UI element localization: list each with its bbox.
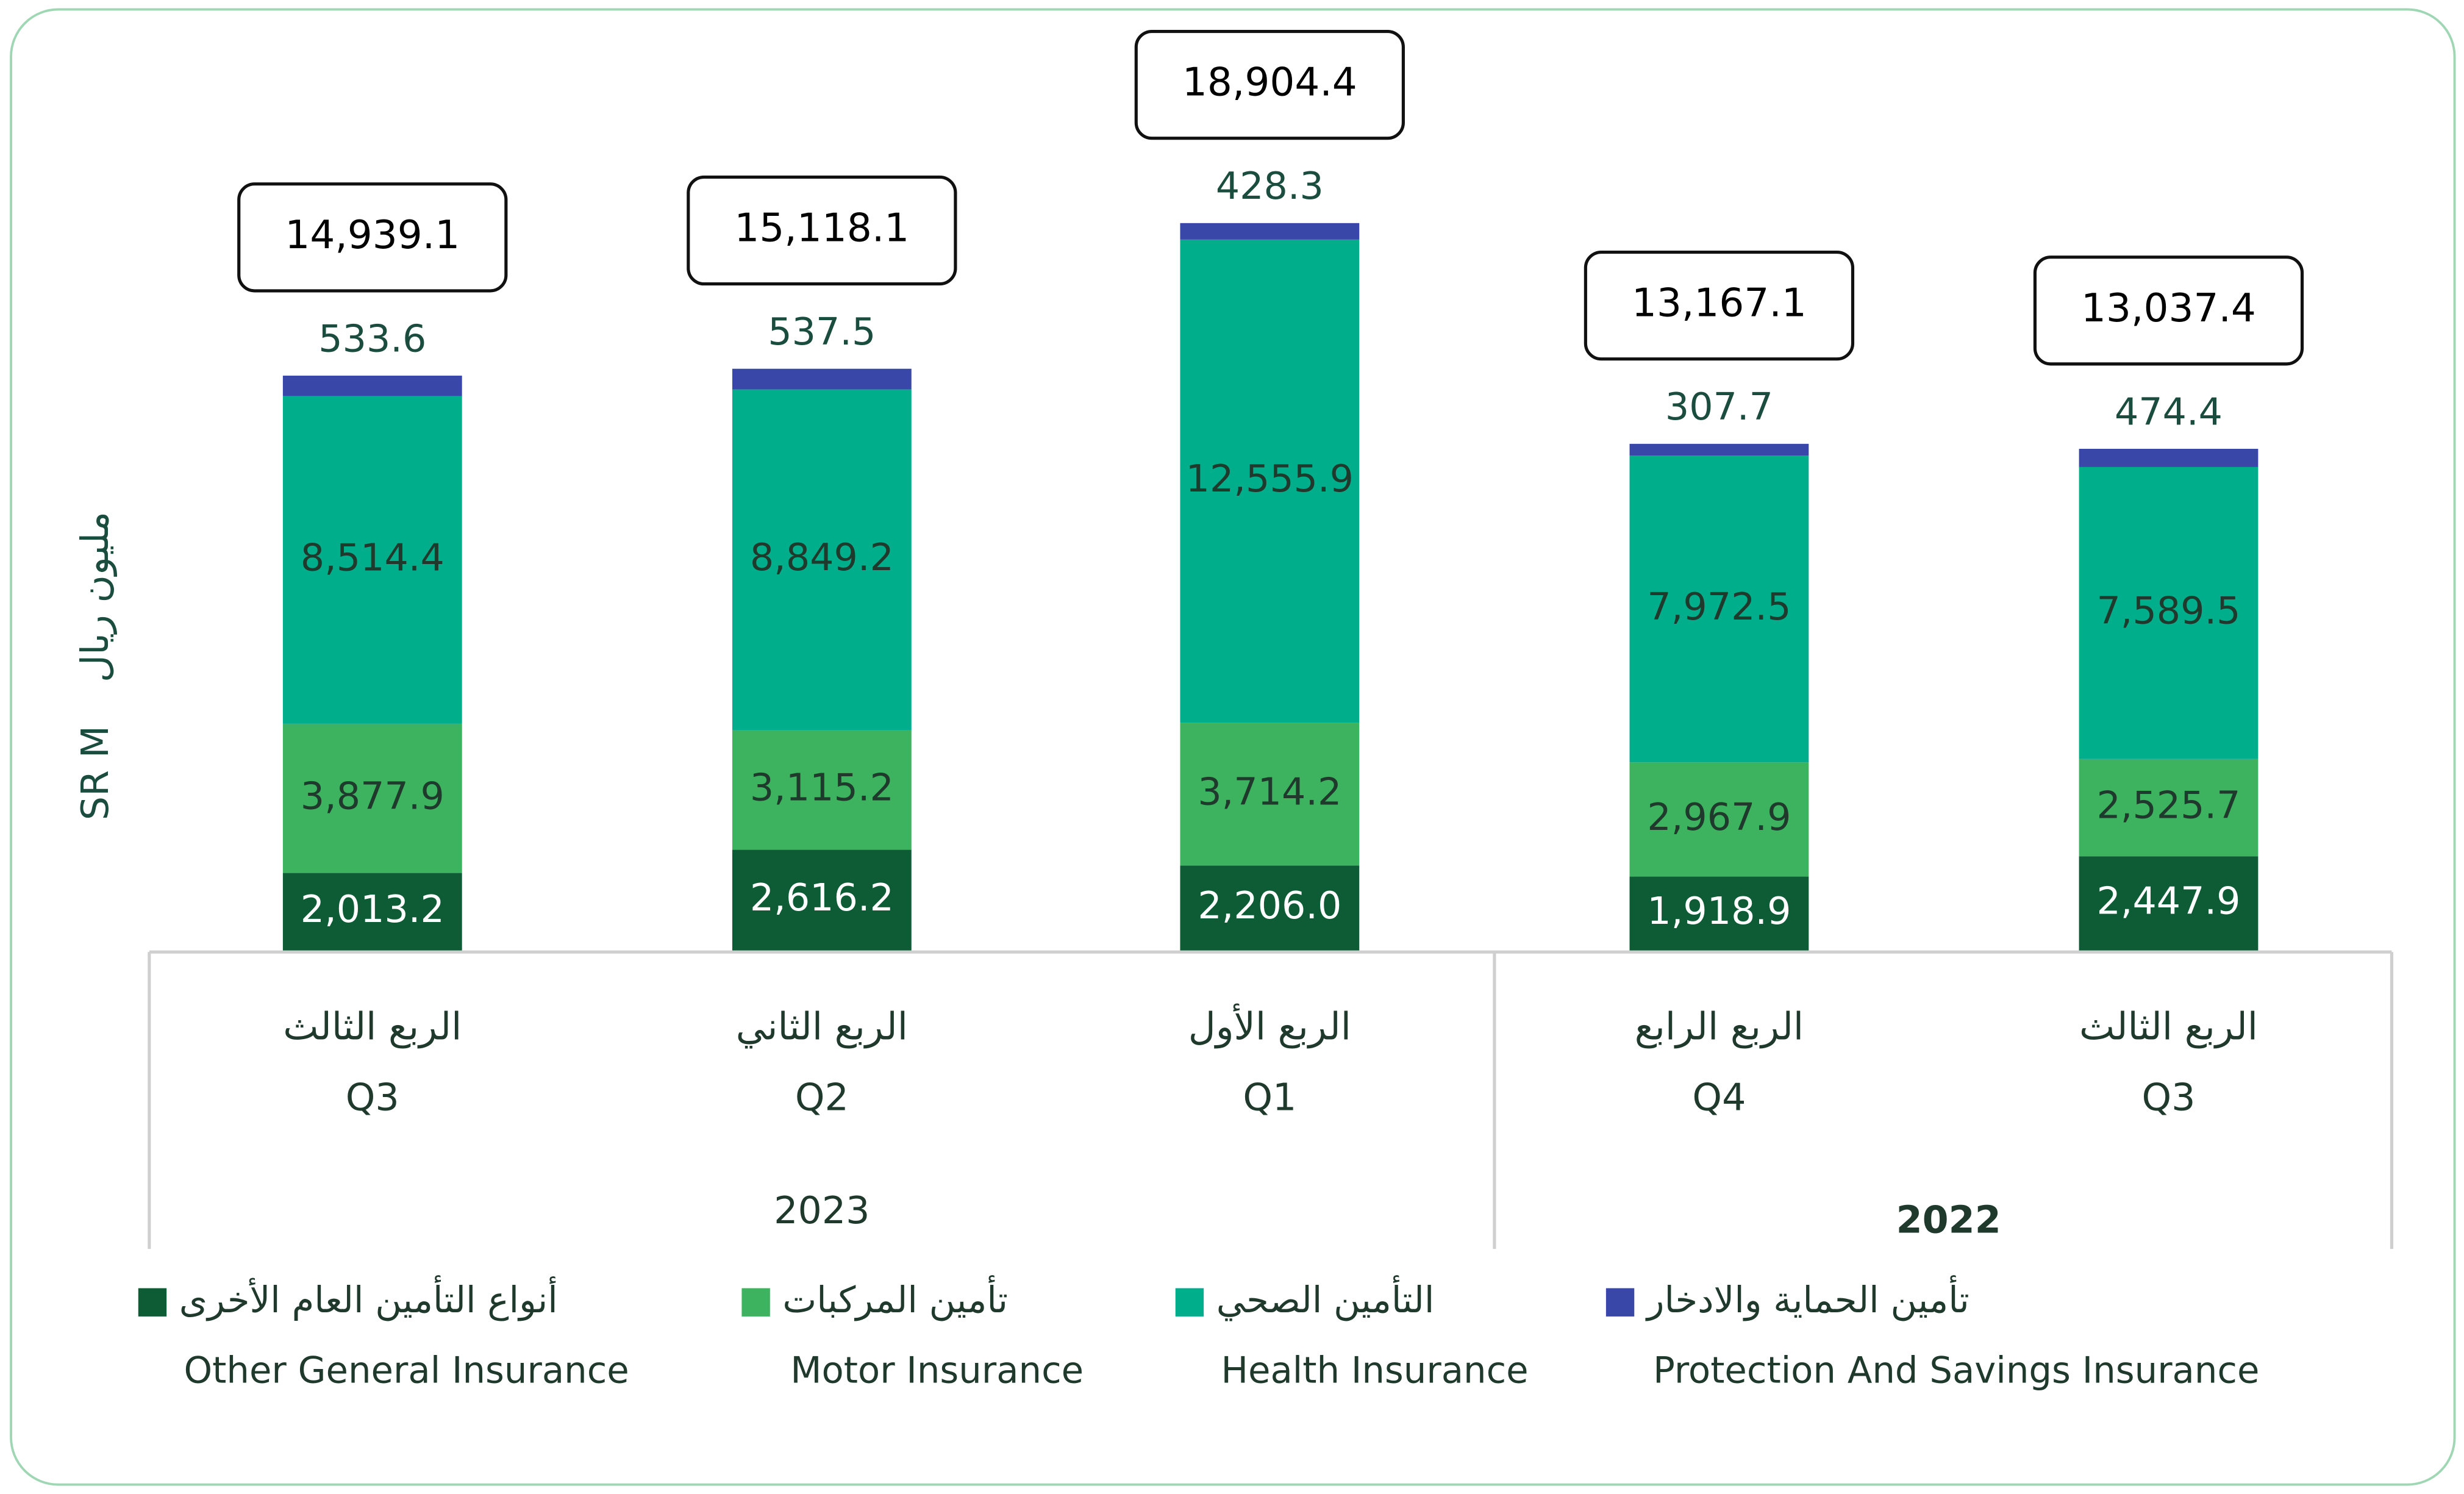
- x-tick-label: الربع الثاني: [736, 1005, 908, 1049]
- bar-segment: [1180, 723, 1360, 866]
- data-label: 8,849.2: [750, 535, 894, 579]
- total-label: 13,167.1: [1632, 281, 1807, 326]
- data-label: 2,616.2: [750, 876, 894, 920]
- bar-segment: [1180, 865, 1360, 951]
- x-tick-label: Q2: [795, 1075, 849, 1119]
- bar-segment: [282, 396, 462, 724]
- total-box: [237, 182, 508, 293]
- y-axis-label: SR M: [73, 726, 117, 820]
- total-box: [687, 175, 957, 286]
- x-tick-label: الربع الأول: [1188, 1003, 1351, 1049]
- bar-segment: [2079, 759, 2259, 857]
- legend-label: Protection And Savings Insurance: [1653, 1349, 2259, 1392]
- data-label: 307.7: [1665, 385, 1773, 429]
- total-box: [1134, 29, 1405, 140]
- x-tick-label: Q4: [1692, 1075, 1746, 1119]
- data-label: 474.4: [2115, 390, 2223, 434]
- legend-label: Motor Insurance: [790, 1349, 1084, 1392]
- data-label: 12,555.9: [1186, 457, 1354, 501]
- legend-label: تأمين الحماية والادخار: [1645, 1275, 1969, 1321]
- total-label: 18,904.4: [1182, 60, 1357, 105]
- data-label: 2,525.7: [2096, 784, 2240, 827]
- bar-segment: [1180, 223, 1360, 240]
- total-label: 15,118.1: [734, 206, 909, 251]
- data-label: 533.6: [318, 316, 426, 360]
- legend-label: أنواع التأمين العام الأخرى: [179, 1275, 558, 1321]
- x-tick-label: Q1: [1243, 1075, 1296, 1119]
- bar-segment: [2079, 856, 2259, 951]
- legend-swatch: [1605, 1288, 1635, 1317]
- bar-segment: [2079, 449, 2259, 467]
- bar-segment: [732, 729, 912, 850]
- data-label: 8,514.4: [301, 535, 445, 579]
- bar-segment: [2079, 466, 2259, 759]
- total-box: [2033, 256, 2304, 366]
- x-tick-label: Q3: [346, 1075, 399, 1119]
- bar-segment: [282, 723, 462, 873]
- bar-segment: [1629, 876, 1809, 951]
- year-label: 2022: [1896, 1198, 2001, 1242]
- bar-segment: [282, 376, 462, 396]
- data-label: 2,967.9: [1647, 795, 1791, 839]
- bar-segment: [732, 389, 912, 730]
- total-label: 13,037.4: [2081, 285, 2256, 331]
- bar-segment: [1180, 239, 1360, 723]
- x-tick-label: الربع الثالث: [2079, 1005, 2258, 1049]
- legend-swatch: [1175, 1288, 1204, 1317]
- data-label: 1,918.9: [1647, 889, 1791, 933]
- data-label: 537.5: [768, 310, 876, 354]
- legend-swatch: [138, 1288, 167, 1317]
- x-tick-label: الربع الرابع: [1635, 1005, 1804, 1049]
- legend-label: التأمين الصحي: [1216, 1275, 1435, 1321]
- data-label: 2,013.2: [301, 887, 445, 931]
- bar-segment: [732, 849, 912, 951]
- legend-label: Other General Insurance: [184, 1349, 629, 1392]
- bar-segment: [1629, 762, 1809, 877]
- x-tick-label: الربع الثالث: [283, 1005, 462, 1049]
- bar-segment: [1629, 456, 1809, 763]
- data-label: 2,206.0: [1198, 884, 1341, 927]
- data-label: 7,972.5: [1647, 585, 1791, 629]
- y-axis-label: مليون ريال: [73, 512, 117, 682]
- legend-label: Health Insurance: [1221, 1349, 1528, 1392]
- bar-segment: [732, 368, 912, 390]
- legend-swatch: [741, 1288, 770, 1317]
- data-label: 3,115.2: [750, 765, 894, 809]
- bar-segment: [282, 873, 462, 951]
- data-label: 428.3: [1216, 164, 1324, 208]
- data-label: 3,714.2: [1198, 770, 1341, 813]
- legend-label: تأمين المركبات: [782, 1275, 1008, 1321]
- bar-segment: [1629, 443, 1809, 456]
- year-label: 2023: [774, 1188, 870, 1232]
- x-tick-label: Q3: [2141, 1075, 2195, 1119]
- data-label: 2,447.9: [2096, 879, 2240, 923]
- data-label: 7,589.5: [2096, 588, 2240, 632]
- total-box: [1584, 250, 1855, 361]
- data-label: 3,877.9: [301, 774, 445, 818]
- total-label: 14,939.1: [285, 212, 460, 258]
